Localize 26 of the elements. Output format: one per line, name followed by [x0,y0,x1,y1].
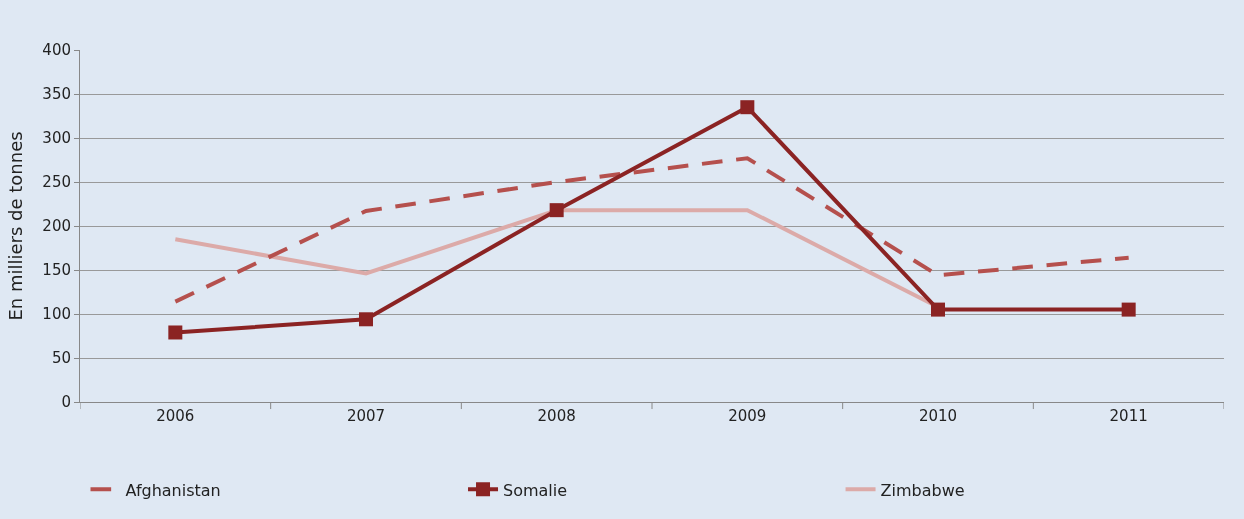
line-series [173,156,1131,304]
y-tick-label: 100 [42,305,71,324]
point [1121,302,1136,317]
x-tick-label: 2008 [537,407,576,425]
x-tick-label: 2006 [156,407,195,425]
x-tick-label: 2010 [918,407,958,425]
x-tick-label: 2007 [346,407,386,425]
y-tick-label: 350 [42,85,71,104]
x-tick-label: 2011 [1109,407,1148,425]
legend-label: Somalie [503,480,568,500]
point [359,312,373,327]
y-tick-label: 200 [42,217,71,236]
point [740,100,755,115]
y-tick-label: 250 [42,173,71,192]
y-tick-label: 150 [42,261,71,280]
legend-label: Zimbabwe [880,480,965,500]
y-tick-label: 50 [51,349,71,368]
y-tick-label: 300 [42,129,71,148]
legend-label: Afghanistan [125,480,221,500]
y-axis-title: En milliers de tonnes [4,131,26,321]
x-tick-label: 2009 [728,407,767,425]
point [549,203,564,218]
y-tick-label: 0 [61,393,71,412]
point [931,302,945,317]
y-tick-label: 400 [42,41,71,60]
point [168,325,183,340]
